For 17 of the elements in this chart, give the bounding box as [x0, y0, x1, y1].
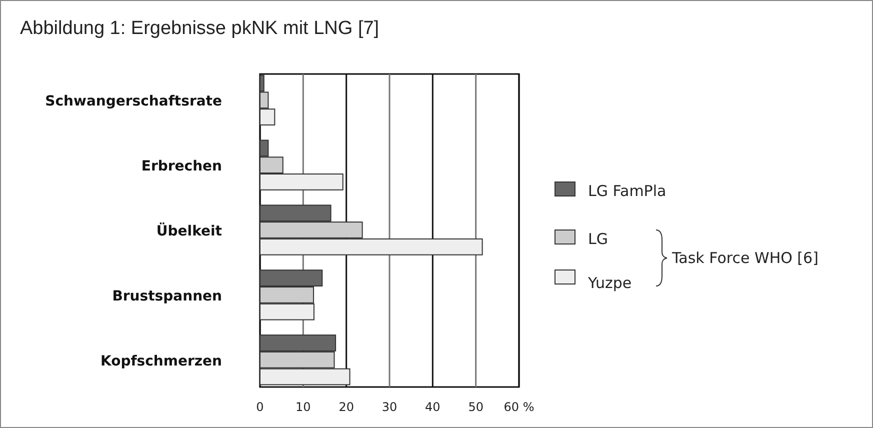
- legend-label: LG FamPla: [588, 182, 666, 200]
- legend-label: LG: [588, 230, 608, 248]
- x-tick-label: 0: [256, 400, 264, 414]
- y-tick-label: Schwangerschaftsrate: [45, 94, 222, 110]
- x-tick-label: 60 %: [504, 400, 534, 414]
- chart-title: Abbildung 1: Ergebnisse pkNK mit LNG [7]: [20, 18, 380, 39]
- x-tick-label: 40: [425, 400, 440, 414]
- x-tick-label: 30: [382, 400, 398, 414]
- text: Task Force WHO [6]: [671, 249, 818, 267]
- x-tick-label: 20: [338, 400, 354, 414]
- x-tick-label: 10: [296, 400, 311, 414]
- y-tick-label: Brustspannen: [112, 288, 222, 304]
- y-tick-label: Übelkeit: [156, 222, 222, 240]
- x-tick-label: 50: [468, 400, 484, 414]
- y-tick-label: Kopfschmerzen: [100, 353, 222, 370]
- legend-label: Yuzpe: [587, 274, 632, 292]
- y-tick-label: Erbrechen: [141, 158, 222, 175]
